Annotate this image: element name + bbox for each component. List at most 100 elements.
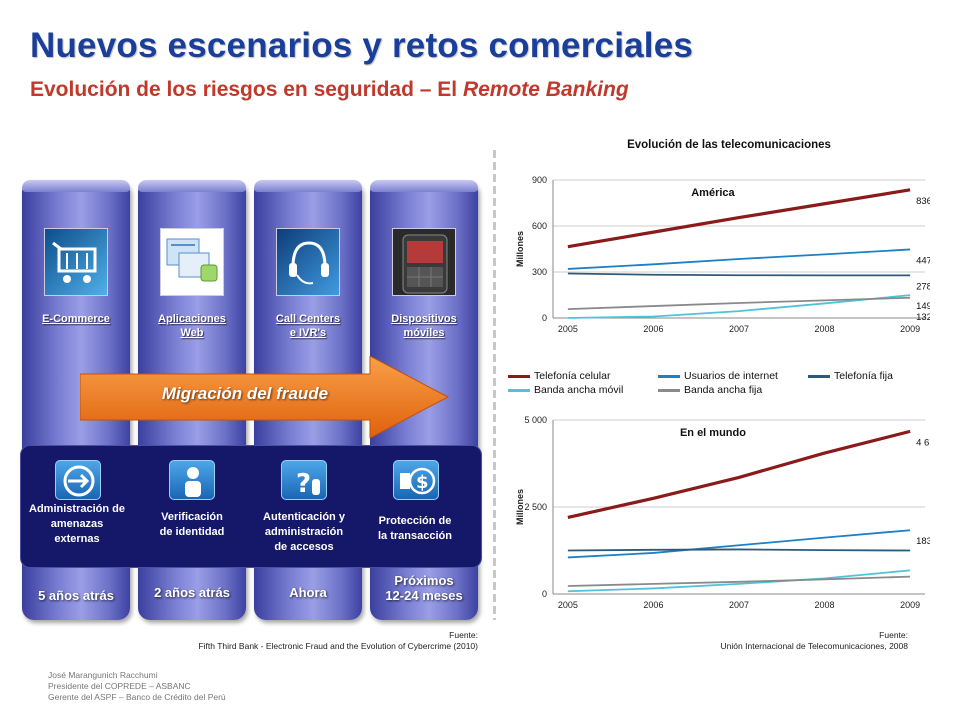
legend-label: Telefonía fija (834, 370, 893, 382)
data-label: 4 673 (916, 437, 930, 448)
data-label: 836 (916, 196, 930, 207)
source-label: Fuente: (879, 630, 908, 640)
legend-item: Usuarios de internet (658, 369, 778, 383)
shopping-cart-icon (44, 228, 108, 296)
y-tick-label: 0 (542, 589, 547, 599)
legend-swatch (658, 374, 680, 378)
column-label-line: Aplicaciones (158, 313, 226, 325)
series-line (567, 575, 911, 587)
legend-label: Banda ancha móvil (534, 384, 624, 396)
legend-label: Usuarios de internet (684, 370, 778, 382)
data-label: 1833 (916, 536, 930, 547)
panel-item-line: administración (264, 526, 344, 538)
legend-swatch (508, 388, 530, 392)
legend-label: Telefonía celular (534, 370, 611, 382)
column-label-line: E-Commerce (42, 313, 110, 325)
chart-heading: Evolución de las telecomunicaciones (627, 139, 831, 151)
y-tick-label: 300 (532, 267, 547, 277)
column-cap (22, 180, 130, 192)
legend-item: Telefonía fija (808, 369, 893, 383)
series-line (567, 188, 911, 249)
column-label-line: móviles (403, 327, 445, 339)
page-title: Nuevos escenarios y retos comerciales (30, 26, 694, 65)
author-line: Gerente del ASPF – Banco de Crédito del … (48, 692, 226, 702)
panel-item-line: Verificación (161, 511, 223, 523)
column-label: Dispositivos móviles (370, 312, 478, 340)
legend-swatch (508, 374, 530, 378)
time-label-line: Próximos (394, 573, 454, 588)
time-label: Próximos 12-24 meses (370, 573, 478, 603)
panel-item-line: Autenticación y (263, 511, 345, 523)
series-line (567, 296, 911, 311)
panel-item-line: de accesos (274, 541, 334, 553)
x-tick-label: 2006 (643, 600, 663, 610)
series-line (567, 569, 911, 593)
security-panel: ? $ Administración de amenazas externas … (20, 445, 482, 568)
chart-title: En el mundo (680, 427, 746, 439)
chart-title: América (691, 187, 735, 199)
chart-legend: Telefonía celular Usuarios de internet Tel… (508, 369, 928, 397)
y-tick-label: 5 000 (524, 415, 547, 425)
panel-item-line: externas (54, 533, 100, 545)
column-label-line: Call Centers (275, 313, 341, 325)
column-label-line: Dispositivos (391, 313, 457, 325)
series-line (567, 548, 911, 552)
y-axis-label: Millones (515, 489, 525, 525)
x-tick-label: 2009 (900, 324, 920, 334)
source-right: Fuente: Unión Internacional de Telecomun… (600, 630, 908, 652)
y-tick-label: 900 (532, 175, 547, 185)
time-label: Ahora (254, 585, 362, 600)
data-label: 278 (916, 281, 930, 292)
chart-america: Evolución de las telecomunicaciones 0 300 6… (515, 139, 930, 334)
y-tick-label: 0 (542, 313, 547, 323)
column-label: Aplicaciones Web (138, 312, 246, 340)
data-label: 149 (916, 301, 930, 312)
column-cap (370, 180, 478, 192)
panel-item-line: Protección de (378, 515, 452, 527)
auth-question-icon: ? (281, 460, 327, 500)
column-cap (138, 180, 246, 192)
legend-item: Banda ancha móvil (508, 383, 623, 397)
y-tick-label: 600 (532, 221, 547, 231)
x-tick-label: 2009 (900, 600, 920, 610)
data-label: 447 (916, 255, 930, 266)
series-line (567, 529, 911, 559)
x-tick-label: 2008 (815, 324, 835, 334)
panel-item-label: Administración de amenazas externas (17, 502, 137, 547)
x-tick-label: 2005 (558, 324, 578, 334)
y-axis-label: Millones (515, 231, 525, 267)
column-label: E-Commerce (22, 312, 130, 326)
svg-text:$: $ (416, 472, 429, 493)
transaction-money-icon: $ (393, 460, 439, 500)
series-line (567, 429, 911, 520)
source-label: Fuente: (449, 630, 478, 640)
subtitle-text: Evolución de los riesgos en seguridad – … (30, 78, 463, 101)
panel-item-label: Verificación de identidad (137, 510, 247, 540)
series-line (567, 272, 911, 277)
author-block: José Marangunich Racchumi Presidente del… (48, 670, 226, 703)
time-label: 5 años atrás (22, 588, 130, 603)
svg-text:?: ? (296, 469, 311, 499)
panel-item-line: de identidad (159, 526, 225, 538)
panel-item-label: Autenticación y administración de acceso… (249, 510, 359, 555)
panel-item-label: Protección de la transacción (359, 514, 471, 544)
time-label: 2 años atrás (138, 585, 246, 600)
migration-arrow-label: Migración del fraude (161, 384, 329, 403)
time-label-line: 12-24 meses (385, 588, 463, 603)
section-divider (493, 150, 496, 620)
x-tick-label: 2005 (558, 600, 578, 610)
subtitle-italic-text: Remote Banking (462, 78, 629, 101)
migration-arrow (80, 356, 450, 438)
x-tick-label: 2007 (729, 600, 749, 610)
source-left: Fuente: Fifth Third Bank - Electronic Fr… (130, 630, 478, 652)
mobile-phone-icon (392, 228, 456, 296)
panel-item-line: Administración de (29, 503, 125, 515)
panel-item-line: la transacción (378, 530, 452, 542)
column-label-line: e IVR's (289, 327, 327, 339)
web-app-icon (160, 228, 224, 296)
page-subtitle: Evolución de los riesgos en seguridad – … (30, 78, 629, 102)
source-text: Fifth Third Bank - Electronic Fraud and … (198, 641, 478, 651)
x-tick-label: 2007 (729, 324, 749, 334)
panel-item-line: amenazas (50, 518, 104, 530)
identity-icon (169, 460, 215, 500)
